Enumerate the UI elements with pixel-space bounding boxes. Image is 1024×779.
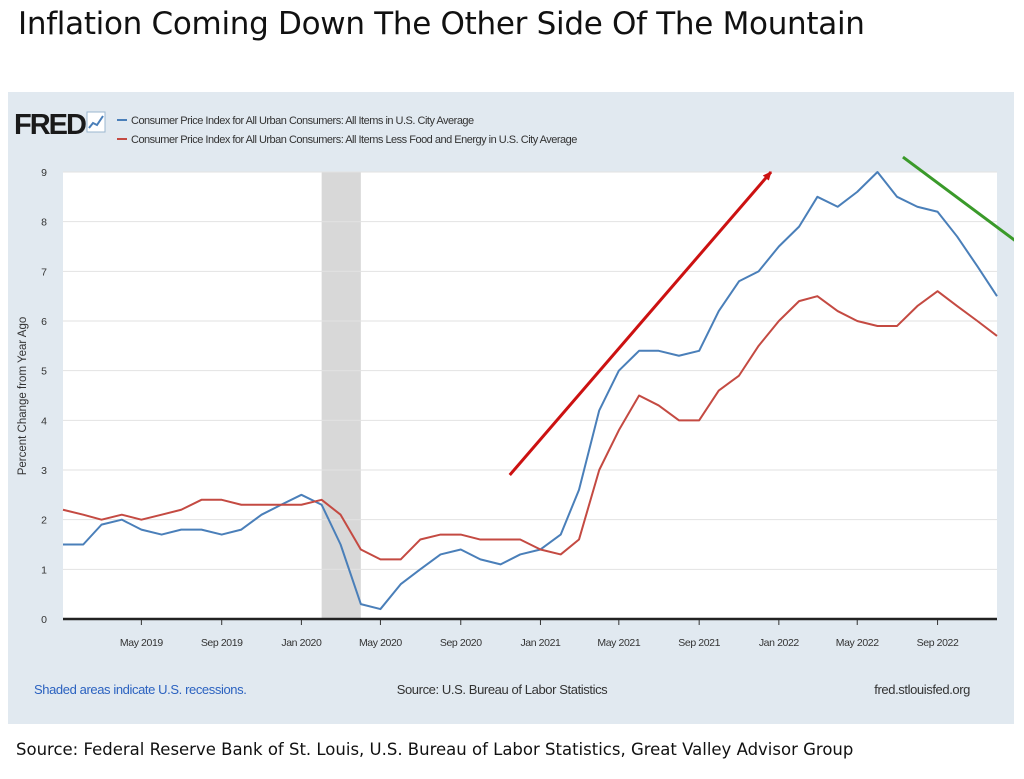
legend-label-cpi-all: Consumer Price Index for All Urban Consu… [131,115,474,127]
annotation-arrows [508,155,1024,476]
footer-source: Source: Federal Reserve Bank of St. Loui… [16,740,854,759]
source-note: Source: U.S. Bureau of Labor Statistics [397,682,608,697]
legend: Consumer Price Index for All Urban Consu… [117,115,578,146]
x-axis-ticks: May 2019 Sep 2019 Jan 2020 May 2020 Sep 2020… [120,619,959,649]
y-axis-ticks: 0 1 2 3 4 5 6 7 8 9 [41,167,47,626]
y-tick-label: 8 [41,217,47,229]
recession-band [321,172,361,619]
y-tick-label: 3 [41,465,47,477]
x-tick-label: Sep 2021 [678,637,720,649]
y-tick-label: 4 [41,415,47,427]
y-tick-label: 9 [41,167,47,179]
y-tick-label: 2 [41,515,47,527]
x-tick-label: Sep 2022 [917,637,959,649]
page-title: Inflation Coming Down The Other Side Of … [18,6,865,42]
uptrend-arrow [508,171,773,476]
x-tick-label: Jan 2020 [281,637,322,649]
y-tick-label: 0 [41,614,47,626]
y-tick-label: 5 [41,366,47,378]
x-tick-label: May 2021 [597,637,640,649]
x-tick-label: May 2019 [120,637,163,649]
downtrend-arrow [902,155,1024,253]
recession-note-link[interactable]: Shaded areas indicate U.S. recessions. [34,682,247,697]
x-tick-label: Sep 2019 [201,637,243,649]
y-axis-label: Percent Change from Year Ago [17,317,29,476]
y-tick-label: 7 [41,266,47,278]
gridlines [63,171,997,570]
y-tick-label: 6 [41,316,47,328]
chart-svg: FRED Consumer Price Index for All Urban … [14,109,1024,697]
cpi-all-items-line [63,171,998,611]
x-tick-label: May 2022 [836,637,879,649]
x-tick-label: May 2020 [359,637,402,649]
fred-logo[interactable]: FRED [14,109,88,141]
line-chart-icon [86,111,106,133]
series-lines [62,171,998,611]
legend-label-cpi-core: Consumer Price Index for All Urban Consu… [131,134,577,146]
x-tick-label: Sep 2020 [440,637,482,649]
fred-graph-panel: FRED Consumer Price Index for All Urban … [8,92,1024,724]
fred-url-link[interactable]: fred.stlouisfed.org [874,682,970,697]
y-tick-label: 1 [41,564,47,576]
cpi-core-line [62,290,998,561]
recession-shading [321,172,361,619]
x-tick-label: Jan 2022 [759,637,800,649]
x-tick-label: Jan 2021 [520,637,561,649]
